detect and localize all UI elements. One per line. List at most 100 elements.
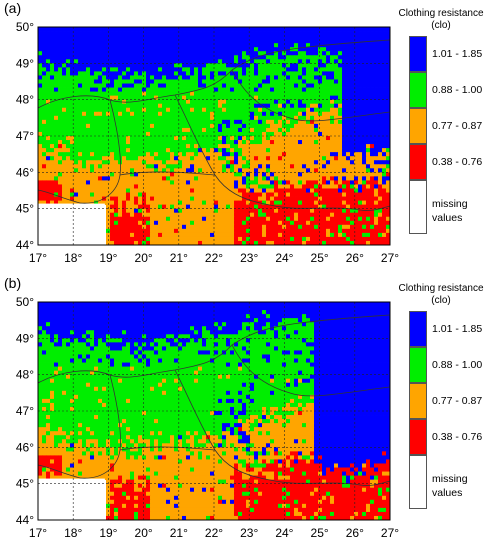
grid-cell bbox=[58, 144, 63, 149]
grid-cell bbox=[50, 196, 55, 201]
grid-cell bbox=[166, 119, 171, 125]
grid-cell bbox=[202, 200, 207, 206]
grid-cell bbox=[190, 302, 195, 307]
grid-cell bbox=[338, 63, 343, 68]
grid-cell bbox=[70, 160, 75, 165]
grid-cell bbox=[302, 75, 307, 80]
grid-cell bbox=[54, 172, 59, 177]
grid-cell bbox=[318, 188, 323, 193]
grid-cell bbox=[162, 160, 167, 165]
grid-cell bbox=[166, 306, 171, 311]
grid-cell bbox=[322, 35, 327, 40]
grid-cell bbox=[162, 63, 167, 68]
grid-cell bbox=[238, 208, 243, 214]
grid-cell bbox=[106, 91, 111, 97]
grid-cell bbox=[302, 47, 307, 52]
grid-cell bbox=[354, 140, 359, 145]
grid-cell bbox=[298, 95, 303, 101]
grid-cell bbox=[94, 27, 99, 32]
grid-cell bbox=[250, 115, 255, 121]
grid-cell bbox=[110, 240, 115, 246]
grid-cell bbox=[90, 152, 95, 157]
grid-cell bbox=[246, 75, 251, 80]
grid-cell bbox=[158, 111, 163, 117]
grid-cell bbox=[162, 176, 167, 181]
grid-cell bbox=[90, 196, 95, 201]
grid-cell bbox=[258, 63, 263, 68]
grid-cell bbox=[354, 306, 359, 311]
grid-cell bbox=[218, 240, 223, 246]
grid-cell bbox=[38, 55, 43, 60]
grid-cell bbox=[138, 196, 143, 201]
grid-cell bbox=[366, 140, 371, 145]
grid-cell bbox=[50, 119, 55, 125]
grid-cell bbox=[374, 144, 379, 149]
grid-cell bbox=[270, 87, 275, 92]
grid-cell bbox=[214, 196, 219, 201]
grid-cell bbox=[206, 216, 211, 222]
grid-cell bbox=[54, 192, 59, 197]
grid-cell bbox=[334, 144, 339, 149]
grid-cell bbox=[158, 302, 163, 307]
grid-cell bbox=[266, 220, 271, 226]
grid-cell bbox=[42, 192, 47, 197]
grid-cell bbox=[286, 115, 291, 121]
grid-cell bbox=[294, 99, 299, 105]
grid-cell bbox=[170, 208, 175, 214]
grid-cell bbox=[166, 31, 171, 36]
grid-cell bbox=[62, 87, 67, 92]
grid-cell bbox=[110, 144, 115, 149]
grid-cell bbox=[346, 152, 351, 157]
grid-cell bbox=[222, 67, 227, 72]
grid-cell bbox=[150, 306, 155, 311]
grid-cell bbox=[270, 131, 275, 137]
grid-cell bbox=[382, 27, 387, 32]
legend-label-1: 1.01 - 1.85 bbox=[432, 48, 483, 60]
grid-cell bbox=[286, 111, 291, 117]
grid-cell bbox=[374, 67, 379, 72]
grid-cell bbox=[94, 184, 99, 189]
grid-cell bbox=[378, 200, 383, 206]
grid-cell bbox=[194, 51, 199, 56]
grid-cell bbox=[222, 115, 227, 121]
grid-cell bbox=[142, 200, 147, 206]
grid-cell bbox=[102, 123, 107, 129]
grid-cell bbox=[242, 111, 247, 117]
grid-cell bbox=[202, 59, 207, 64]
grid-cell bbox=[310, 232, 315, 238]
grid-cell bbox=[202, 184, 207, 189]
grid-cell bbox=[290, 236, 295, 242]
grid-cell bbox=[110, 184, 115, 189]
grid-cell bbox=[162, 220, 167, 226]
grid-cell bbox=[190, 79, 195, 84]
grid-cell bbox=[266, 27, 271, 32]
grid-cell bbox=[86, 59, 91, 64]
grid-cell bbox=[266, 136, 271, 141]
grid-cell bbox=[162, 172, 167, 177]
grid-cell bbox=[302, 83, 307, 88]
grid-cell bbox=[266, 35, 271, 40]
grid-cell bbox=[162, 216, 167, 222]
grid-cell bbox=[326, 232, 331, 238]
grid-cell bbox=[246, 196, 251, 201]
grid-cell bbox=[162, 47, 167, 52]
grid-cell bbox=[154, 51, 159, 56]
grid-cell bbox=[350, 314, 355, 319]
grid-cell bbox=[358, 39, 363, 44]
grid-cell bbox=[142, 240, 147, 246]
grid-cell bbox=[362, 91, 367, 97]
grid-cell bbox=[278, 200, 283, 206]
grid-cell bbox=[62, 119, 67, 125]
grid-cell bbox=[38, 200, 43, 206]
grid-cell bbox=[234, 168, 239, 173]
grid-cell bbox=[162, 87, 167, 92]
grid-cell bbox=[242, 232, 247, 238]
grid-cell bbox=[170, 152, 175, 157]
grid-cell bbox=[246, 314, 251, 319]
grid-cell bbox=[142, 216, 147, 222]
grid-cell bbox=[70, 144, 75, 149]
grid-cell bbox=[126, 39, 131, 44]
latitude-tick-label: 50° bbox=[16, 20, 34, 34]
grid-cell bbox=[38, 59, 43, 64]
grid-cell bbox=[130, 220, 135, 226]
